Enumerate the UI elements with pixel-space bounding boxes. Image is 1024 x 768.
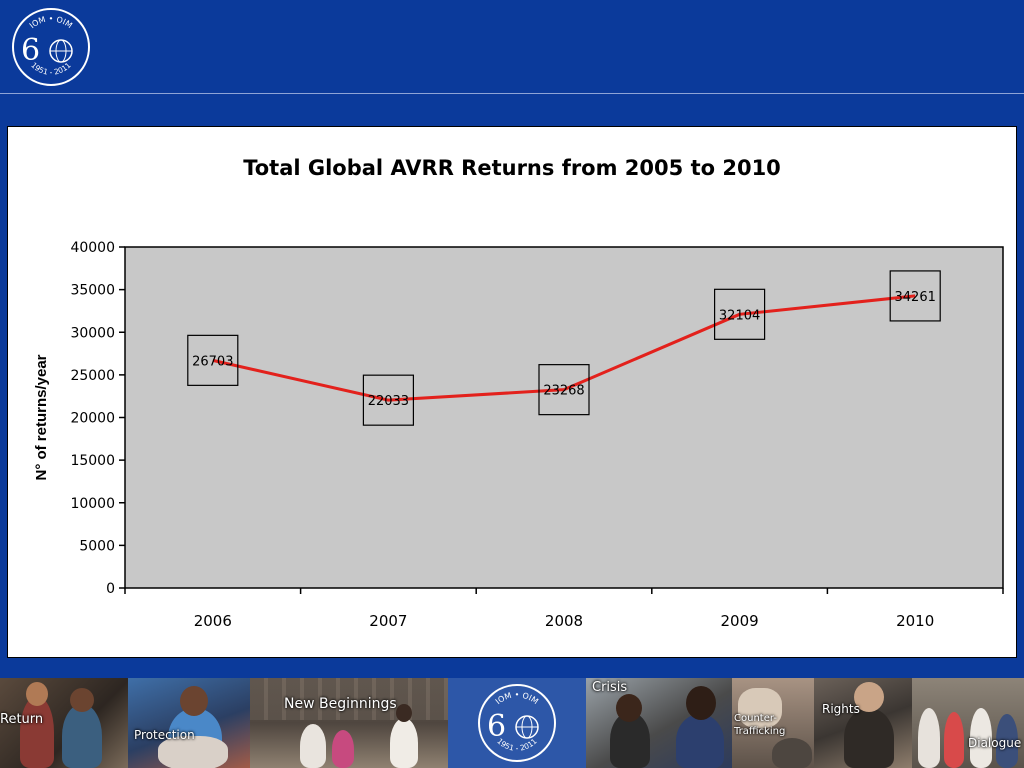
footer-photo-dialogue: Dialogue	[912, 678, 1024, 768]
y-tick-label: 0	[106, 581, 115, 597]
iom-60-footer-logo-icon: IOM • OIM 1951 - 2011 6	[478, 684, 556, 762]
y-axis-title: N° of returns/year	[33, 354, 50, 480]
header-divider	[0, 93, 1024, 94]
x-tick-label: 2010	[896, 612, 934, 630]
iom-60-logo: IOM • OIM 1951 - 2011 6	[10, 6, 92, 88]
footer-label-crisis: Crisis	[592, 680, 628, 695]
footer-photo-new-beginnings: New Beginnings	[250, 678, 448, 768]
data-label-box	[713, 288, 766, 340]
footer-label-rights: Rights	[822, 702, 860, 716]
svg-text:IOM • OIM: IOM • OIM	[28, 14, 74, 30]
y-tick-label: 20000	[70, 411, 115, 427]
y-axis: 0 5000 10000 15000 20000 25000 30000 35000 40000	[70, 240, 125, 597]
footer-logo-top-text: IOM • OIM	[494, 690, 540, 706]
footer-label-counter-trafficking: Counter- Trafficking	[734, 713, 786, 737]
x-tick-label: 2009	[721, 612, 759, 630]
iom-globe-logo-icon: IOM • OIM 1951 - 2011 6	[12, 8, 90, 86]
logo-number: 6	[21, 33, 40, 68]
chart-panel: Total Global AVRR Returns from 2005 to 2…	[7, 126, 1017, 658]
x-axis: 2006 2007 2008 2009 2010	[124, 588, 1004, 630]
chart-title: Total Global AVRR Returns from 2005 to 2…	[243, 156, 781, 180]
x-tick-label: 2007	[369, 612, 407, 630]
data-label-box	[362, 374, 414, 426]
line-chart: Total Global AVRR Returns from 2005 to 2…	[33, 156, 1004, 630]
footer-photo-counter-trafficking: Counter- Trafficking	[732, 678, 814, 768]
plot-area	[124, 246, 1004, 589]
y-tick-label: 35000	[70, 283, 115, 299]
data-labels: 26703 22033 23268 32104 34261	[187, 270, 941, 426]
y-tick-label: 30000	[70, 325, 115, 341]
footer-center-logo: IOM • OIM 1951 - 2011 6	[448, 678, 586, 768]
data-label-box	[538, 364, 590, 416]
data-label: 34261	[895, 290, 936, 305]
y-tick-label: 10000	[70, 496, 115, 512]
y-tick-label: 15000	[70, 453, 115, 469]
footer-photo-protection: Protection	[128, 678, 250, 768]
footer-label-protection: Protection	[134, 728, 195, 742]
footer-photo-strip: Return Protection New Beginnings IOM • O…	[0, 678, 1024, 768]
x-tick-label: 2008	[545, 612, 583, 630]
svg-text:IOM • OIM: IOM • OIM	[494, 690, 540, 706]
y-tick-label: 5000	[79, 538, 115, 554]
y-tick-label: 25000	[70, 368, 115, 384]
footer-label-dialogue: Dialogue	[968, 736, 1022, 750]
data-label: 26703	[192, 354, 233, 369]
data-label: 23268	[543, 384, 584, 399]
footer-photo-crisis: Crisis	[586, 678, 732, 768]
data-label-box	[187, 334, 239, 386]
x-tick-label: 2006	[194, 612, 232, 630]
footer-photo-rights: Rights	[814, 678, 912, 768]
series-returns	[212, 294, 916, 402]
footer-photo-return: Return	[0, 678, 128, 768]
data-label: 32104	[719, 308, 760, 323]
data-label-box	[889, 270, 941, 322]
logo-top-text: IOM • OIM	[28, 14, 74, 30]
footer-logo-number: 6	[487, 709, 506, 744]
y-tick-label: 40000	[70, 240, 115, 256]
series-line	[212, 294, 916, 402]
footer-label-return: Return	[0, 712, 44, 727]
footer-label-new-beginnings: New Beginnings	[284, 696, 397, 712]
data-label: 22033	[368, 394, 409, 409]
